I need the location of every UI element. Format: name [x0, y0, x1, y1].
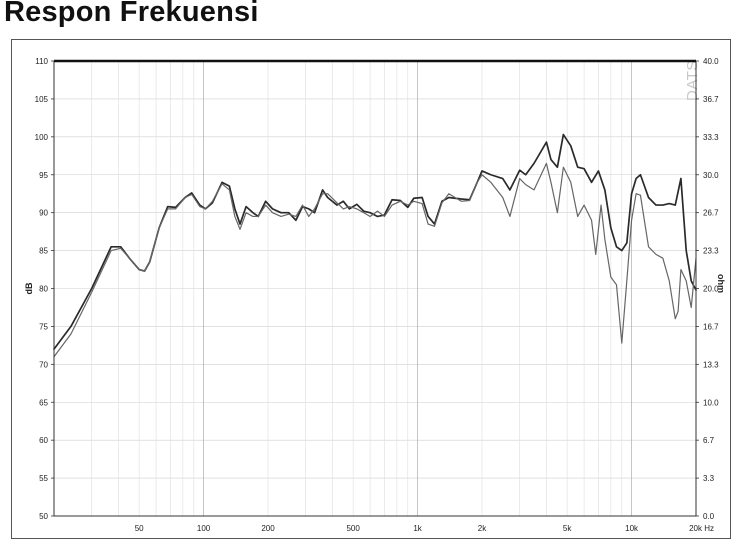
x-tick-label: 10k: [625, 524, 639, 533]
x-tick-label: 100: [197, 524, 211, 533]
y2-tick-label: 13.3: [703, 360, 719, 369]
series-line-2: [53, 162, 697, 358]
y-tick-label: 80: [39, 285, 48, 294]
y2-tick-label: 3.3: [703, 474, 715, 483]
x-tick-label: 2k: [478, 524, 487, 533]
y2-tick-label: 6.7: [703, 436, 715, 445]
series-line-1: [53, 133, 697, 351]
y2-tick-label: 0.0: [703, 512, 715, 521]
series-lines: [53, 133, 697, 358]
y-tick-label: 90: [39, 209, 48, 218]
y2-tick-label: 20.0: [703, 285, 719, 294]
x-tick-label: 500: [346, 524, 360, 533]
y-tick-label: 75: [39, 322, 48, 331]
y-axis-label: dB: [24, 282, 34, 294]
y-tick-label: 100: [35, 133, 49, 142]
y2-tick-label: 10.0: [703, 398, 719, 407]
y-tick-label: 60: [39, 436, 48, 445]
y-tick-label: 70: [39, 360, 48, 369]
x-tick-label: 50: [135, 524, 144, 533]
page-title: Respon Frekuensi: [4, 0, 259, 28]
grid-lines: [53, 60, 697, 517]
axes: [51, 59, 699, 517]
watermark: DATS: [684, 60, 701, 101]
y2-tick-label: 40.0: [703, 57, 719, 66]
y2-tick-label: 30.0: [703, 171, 719, 180]
x-tick-label: 1k: [413, 524, 422, 533]
y2-tick-label: 16.7: [703, 322, 719, 331]
x-unit-label: 20k Hz: [689, 524, 714, 533]
x-tick-label: 5k: [563, 524, 572, 533]
y2-axis-label: ohm: [716, 274, 726, 293]
watermark-text: DATS: [684, 60, 701, 101]
y2-tick-label: 26.7: [703, 209, 719, 218]
y-tick-label: 65: [39, 398, 48, 407]
y2-tick-label: 36.7: [703, 95, 719, 104]
x-tick-label: 200: [261, 524, 275, 533]
y-tick-label: 85: [39, 247, 48, 256]
y-tick-label: 95: [39, 171, 48, 180]
y-tick-label: 55: [39, 474, 48, 483]
tick-labels: 50 55 60 65 70 75 80 85 90 95 100 105 110 0.0 3.3 6.7 10…: [24, 57, 726, 533]
y2-tick-label: 33.3: [703, 133, 719, 142]
y-tick-label: 105: [35, 95, 49, 104]
y-tick-label: 110: [35, 57, 48, 66]
y-tick-label: 50: [39, 512, 48, 521]
y2-tick-label: 23.3: [703, 247, 719, 256]
